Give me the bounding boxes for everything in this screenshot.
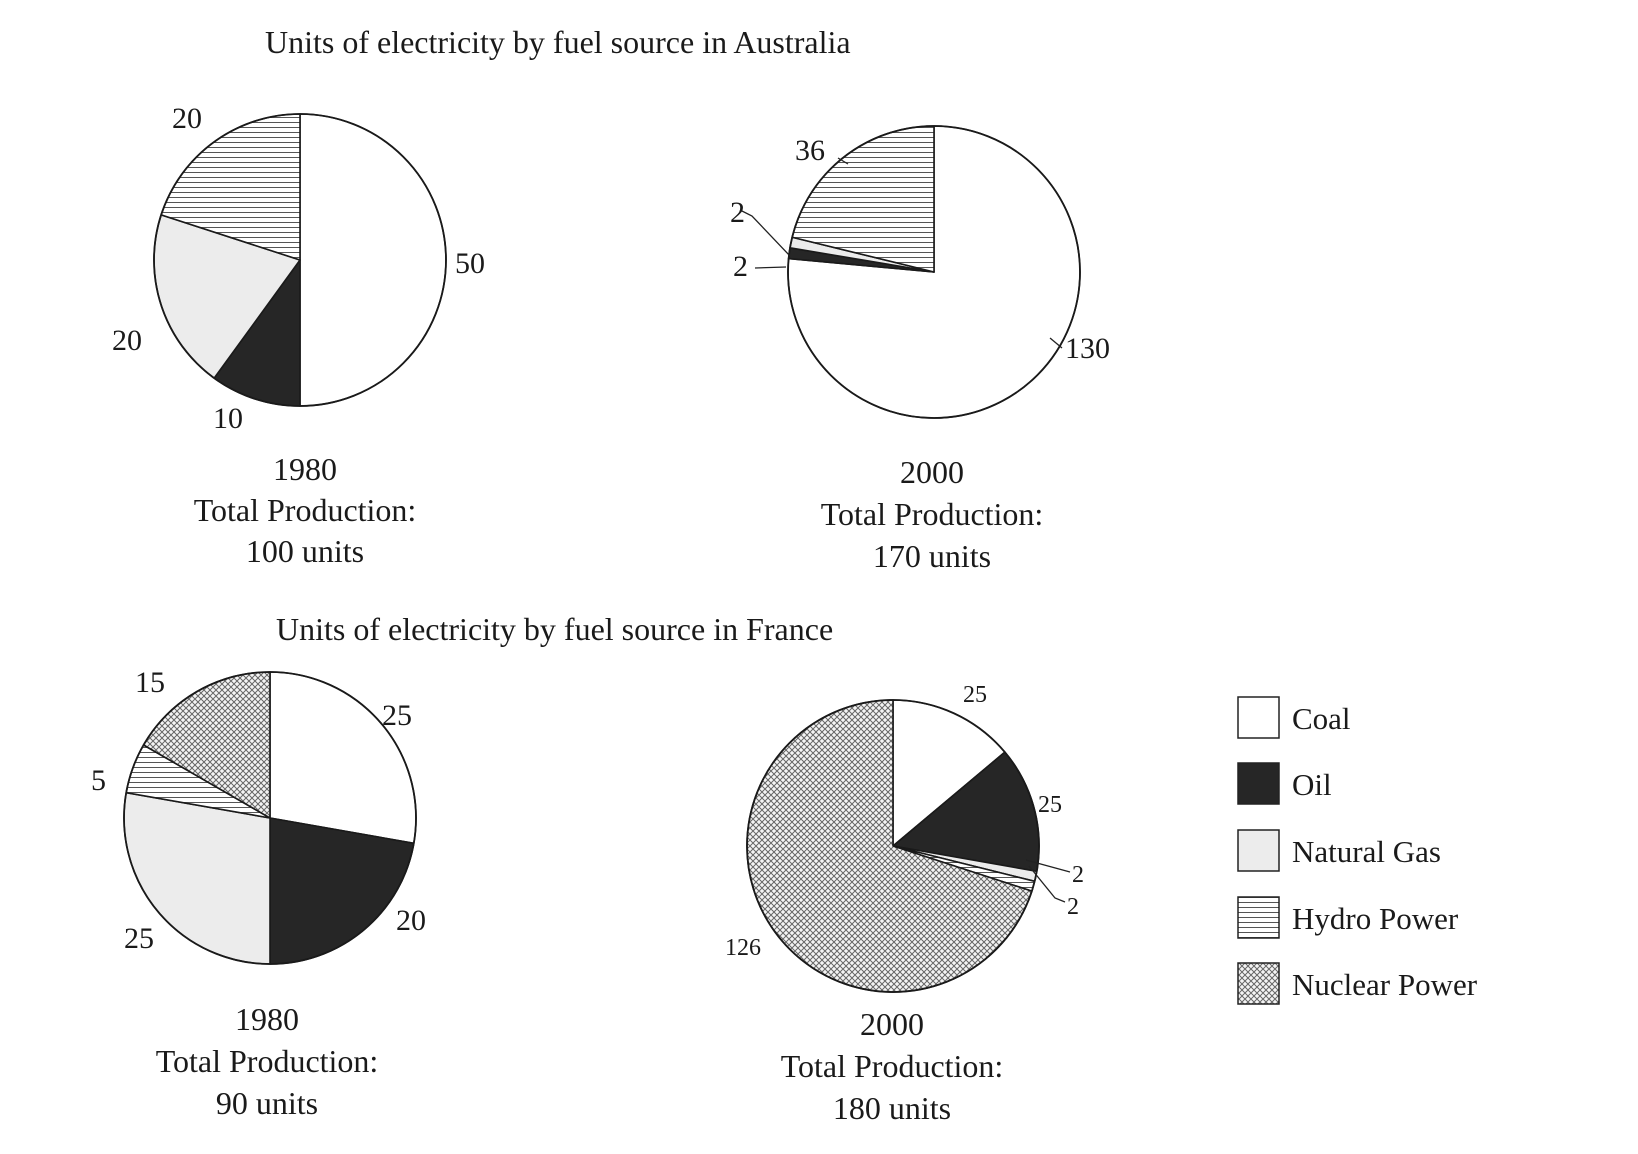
pie-australia-2000 [787, 125, 1081, 419]
value-label-fra-1980-nuclear: 15 [135, 666, 165, 699]
pie-slice-coal [269, 671, 417, 845]
caption-total: 170 units [873, 538, 991, 574]
legend-swatch-nuclear-power [1237, 962, 1280, 1005]
legend-swatch-hydro-power [1237, 896, 1280, 939]
legend-item-natural-gas: Natural Gas [1237, 829, 1441, 872]
leader-line-fra-2000-gas [1025, 859, 1071, 873]
legend: Coal Oil Natural Gas Hydro Power Nuclear… [1237, 696, 1478, 1005]
value-label-fra-1980-oil: 20 [396, 904, 426, 937]
value-label-aus-2000-hydro: 36 [795, 134, 825, 167]
value-label-fra-2000-gas: 2 [1072, 862, 1084, 888]
legend-item-hydro-power: Hydro Power [1237, 896, 1459, 939]
pie-outline [787, 125, 1081, 419]
value-label-fra-1980-coal: 25 [382, 699, 412, 732]
value-label-aus-1980-hydro: 20 [172, 102, 202, 135]
leader-line-aus-2000-hydro [837, 157, 849, 165]
australia-chart-title: Units of electricity by fuel source in A… [265, 24, 851, 60]
legend-item-coal: Coal [1237, 696, 1351, 739]
caption-label: Total Production: [194, 492, 417, 528]
pie-outline [746, 699, 1040, 993]
legend-label-oil: Oil [1292, 767, 1332, 802]
value-label-aus-1980-coal: 50 [455, 247, 485, 280]
pie-france-1980 [123, 671, 417, 965]
leader-line-aus-2000-gas [739, 209, 791, 257]
caption-aus-2000: 2000 Total Production: 170 units [821, 454, 1044, 574]
caption-total: 90 units [216, 1085, 318, 1121]
value-label-fra-1980-hydro: 5 [91, 764, 106, 797]
value-label-aus-2000-oil: 2 [733, 250, 748, 283]
leader-lines [739, 157, 1071, 903]
france-chart-title: Units of electricity by fuel source in F… [276, 611, 833, 647]
value-label-aus-1980-gas: 20 [112, 324, 142, 357]
pie-france-2000 [746, 699, 1040, 993]
legend-item-nuclear-power: Nuclear Power [1237, 962, 1478, 1005]
caption-total: 180 units [833, 1090, 951, 1126]
caption-fra-1980: 1980 Total Production: 90 units [156, 1001, 379, 1121]
pie-australia-1980 [153, 113, 447, 407]
value-label-aus-1980-oil: 10 [213, 402, 243, 435]
caption-label: Total Production: [821, 496, 1044, 532]
caption-year: 1980 [235, 1001, 299, 1037]
value-label-fra-2000-coal: 25 [963, 682, 987, 708]
legend-swatch-coal [1237, 696, 1280, 739]
legend-label-nuclear-power: Nuclear Power [1292, 967, 1478, 1002]
leader-line-aus-2000-coal [1049, 337, 1063, 349]
value-label-aus-2000-coal: 130 [1065, 332, 1110, 365]
pie-outline [123, 671, 417, 965]
caption-year: 1980 [273, 451, 337, 487]
value-label-fra-1980-gas: 25 [124, 922, 154, 955]
caption-label: Total Production: [156, 1043, 379, 1079]
value-label-fra-2000-nuclear: 126 [725, 935, 761, 961]
legend-label-hydro-power: Hydro Power [1292, 901, 1459, 936]
leader-line-aus-2000-oil [754, 266, 787, 269]
caption-total: 100 units [246, 533, 364, 569]
caption-label: Total Production: [781, 1048, 1004, 1084]
value-label-fra-2000-oil: 25 [1038, 792, 1062, 818]
pie-slice-oil [269, 817, 415, 965]
caption-fra-2000: 2000 Total Production: 180 units [781, 1006, 1004, 1126]
pie-slice-coal [299, 113, 447, 407]
caption-year: 2000 [860, 1006, 924, 1042]
value-label-fra-2000-hydro: 2 [1067, 894, 1079, 920]
pie-outline [153, 113, 447, 407]
legend-swatch-oil [1237, 762, 1280, 805]
legend-item-oil: Oil [1237, 762, 1332, 805]
caption-year: 2000 [900, 454, 964, 490]
value-label-aus-2000-gas: 2 [730, 196, 745, 229]
legend-label-coal: Coal [1292, 701, 1351, 736]
leader-line-fra-2000-hydro [1028, 865, 1066, 903]
legend-label-natural-gas: Natural Gas [1292, 834, 1441, 869]
legend-swatch-natural-gas [1237, 829, 1280, 872]
caption-aus-1980: 1980 Total Production: 100 units [194, 451, 417, 569]
